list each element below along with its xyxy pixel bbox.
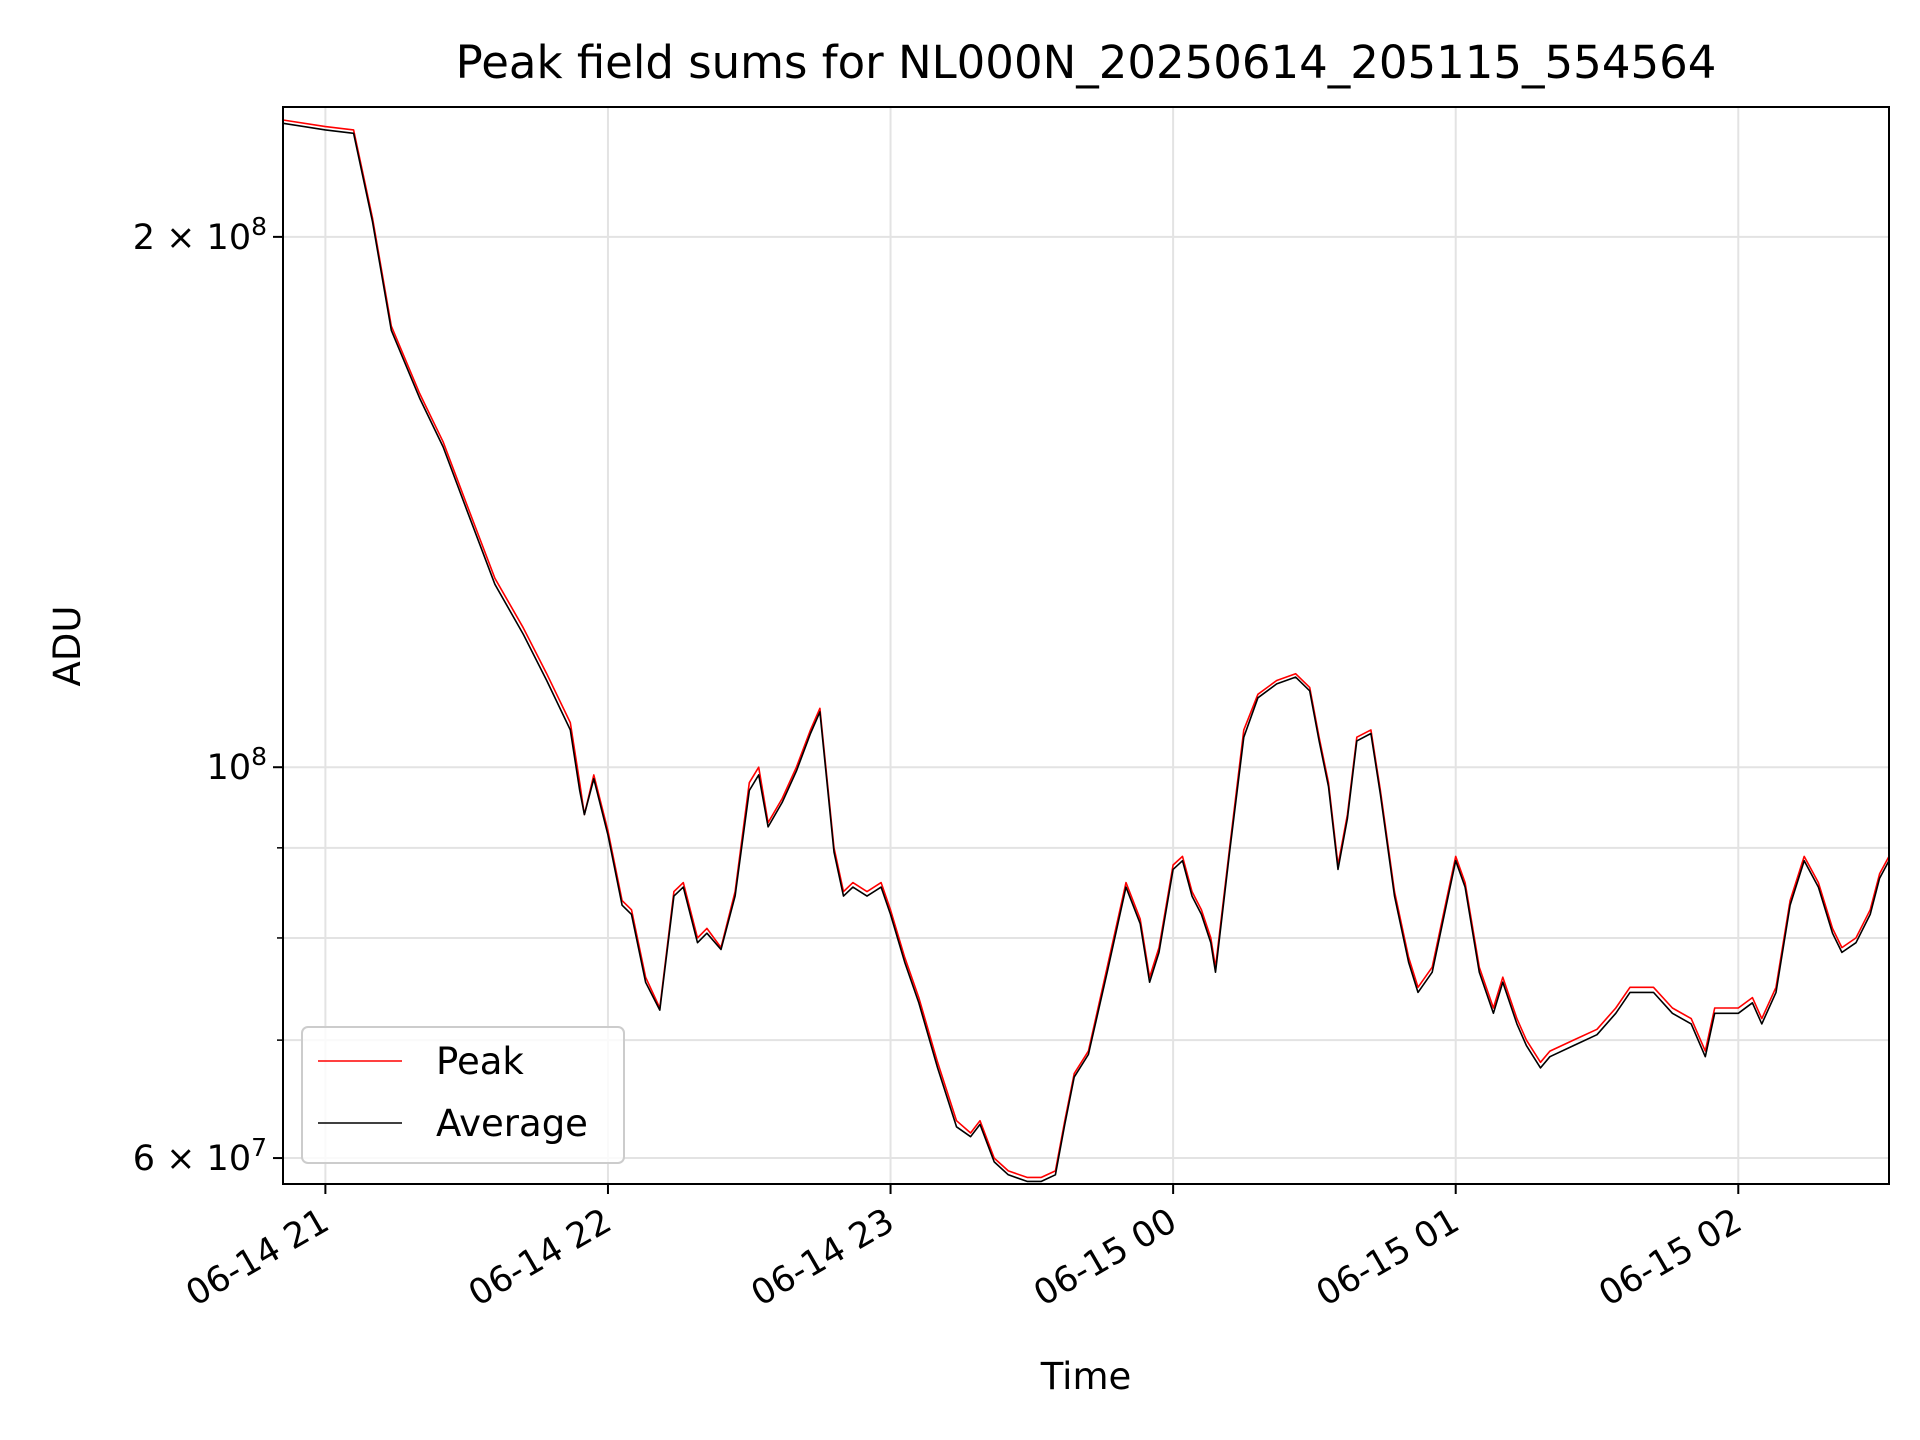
legend-peak-label: Peak	[436, 1040, 524, 1083]
y-tick-label-exponent: 8	[251, 742, 267, 771]
legend: Peak Average	[301, 1026, 625, 1164]
chart-title: Peak field sums for NL000N_20250614_2051…	[456, 36, 1717, 89]
plot-frame	[282, 106, 1890, 1185]
series-line-average	[283, 122, 1889, 1183]
y-tick-label-exponent: 7	[251, 1133, 267, 1162]
y-tick-label-exponent: 8	[251, 212, 267, 241]
legend-average-label: Average	[436, 1102, 588, 1145]
y-tick-label-base: 2 × 10	[133, 218, 251, 258]
series-lines	[283, 119, 1889, 1183]
grid	[283, 107, 1889, 1184]
y-axis-label: ADU	[46, 606, 89, 687]
y-tick-label-base: 10	[207, 748, 252, 788]
y-tick-label: 6 × 107	[133, 1133, 267, 1179]
x-axis-label: Time	[1040, 1355, 1132, 1398]
y-tick-label: 2 × 108	[133, 212, 267, 258]
y-tick-label-base: 6 × 10	[133, 1139, 251, 1179]
y-tick-label: 108	[207, 742, 267, 788]
